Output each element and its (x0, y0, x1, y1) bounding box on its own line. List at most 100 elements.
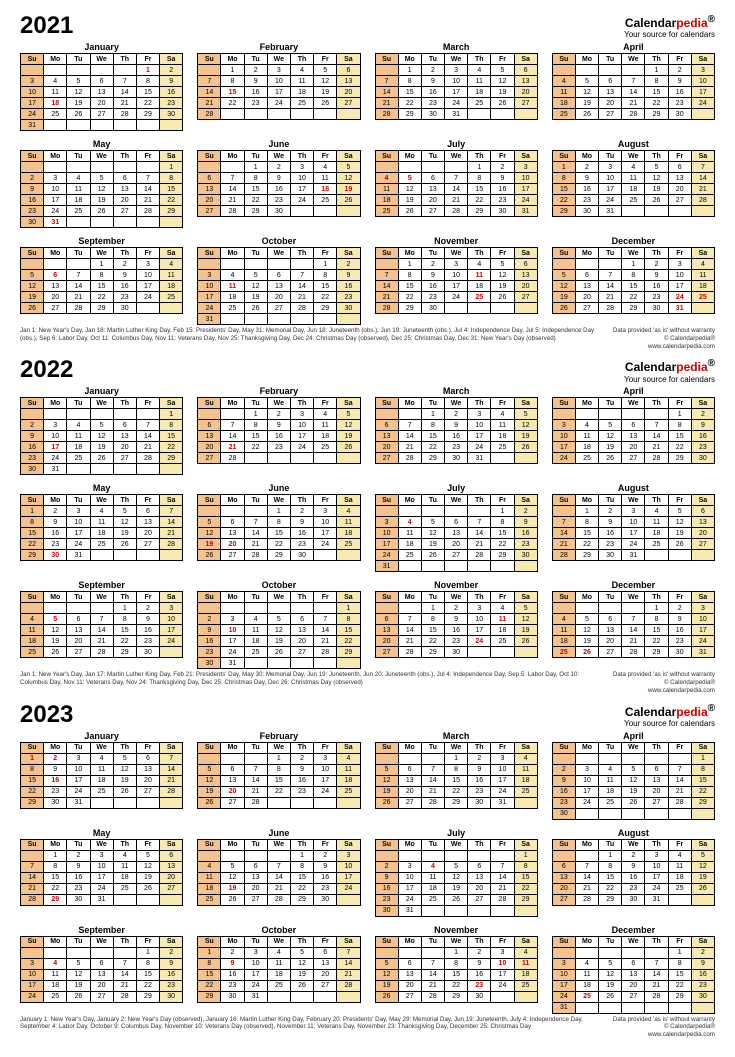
day-cell: 21 (491, 883, 514, 894)
day-cell: 1 (198, 947, 221, 958)
weekday-header: Mo (221, 248, 244, 259)
day-cell: 30 (668, 109, 691, 120)
day-cell: 29 (198, 991, 221, 1002)
empty-cell (90, 550, 113, 561)
day-cell: 16 (599, 528, 622, 539)
day-cell: 5 (21, 270, 44, 281)
empty-cell (622, 603, 645, 614)
empty-cell (552, 409, 575, 420)
day-cell: 16 (267, 184, 290, 195)
brand-tagline: Your source for calendars (624, 375, 715, 385)
day-cell: 15 (691, 775, 714, 786)
day-cell: 3 (67, 506, 90, 517)
day-cell: 24 (314, 786, 337, 797)
day-cell: 12 (375, 775, 398, 786)
day-cell: 10 (314, 517, 337, 528)
empty-cell (421, 905, 444, 916)
empty-cell (445, 850, 468, 861)
day-cell: 7 (575, 861, 598, 872)
day-cell: 13 (375, 431, 398, 442)
weekday-header: Fr (668, 151, 691, 162)
day-cell: 5 (375, 764, 398, 775)
day-cell: 11 (198, 872, 221, 883)
day-cell: 4 (398, 517, 421, 528)
day-cell: 13 (398, 775, 421, 786)
day-cell: 15 (445, 969, 468, 980)
day-cell: 27 (375, 453, 398, 464)
empty-cell (398, 561, 421, 572)
empty-cell (599, 947, 622, 958)
weekday-header: We (90, 495, 113, 506)
day-cell: 31 (645, 894, 668, 905)
day-cell: 24 (468, 636, 491, 647)
day-cell: 29 (314, 303, 337, 314)
day-cell: 24 (314, 539, 337, 550)
empty-cell (198, 65, 221, 76)
day-cell: 19 (21, 292, 44, 303)
day-cell: 2 (599, 506, 622, 517)
day-cell: 8 (398, 270, 421, 281)
day-cell: 8 (113, 614, 136, 625)
day-cell: 17 (375, 539, 398, 550)
day-cell: 13 (221, 528, 244, 539)
day-cell: 24 (552, 991, 575, 1002)
day-cell: 28 (136, 206, 159, 217)
month: JanuarySuMoTuWeThFrSa1234567891011121314… (20, 386, 183, 475)
day-cell: 6 (691, 506, 714, 517)
day-cell: 23 (267, 442, 290, 453)
day-cell: 1 (599, 850, 622, 861)
empty-cell (290, 991, 313, 1002)
day-cell: 6 (575, 270, 598, 281)
empty-cell (90, 947, 113, 958)
empty-cell (645, 1002, 668, 1013)
day-cell: 3 (290, 409, 313, 420)
day-cell: 20 (90, 98, 113, 109)
day-cell: 16 (44, 775, 67, 786)
day-cell: 28 (375, 109, 398, 120)
day-cell: 21 (160, 528, 183, 539)
day-cell: 26 (90, 206, 113, 217)
day-cell: 24 (691, 636, 714, 647)
empty-cell (375, 603, 398, 614)
day-cell: 22 (491, 539, 514, 550)
day-cell: 10 (445, 270, 468, 281)
empty-cell (136, 464, 159, 475)
day-cell: 10 (622, 517, 645, 528)
day-cell: 1 (468, 162, 491, 173)
empty-cell (622, 753, 645, 764)
day-cell: 24 (160, 636, 183, 647)
empty-cell (90, 464, 113, 475)
empty-cell (90, 797, 113, 808)
weekday-header: Mo (575, 495, 598, 506)
day-cell: 14 (468, 528, 491, 539)
day-cell: 1 (514, 850, 537, 861)
weekday-header: Th (113, 398, 136, 409)
weekday-header: Fr (314, 54, 337, 65)
empty-cell (645, 808, 668, 819)
month: AprilSuMoTuWeThFrSa123456789101112131415… (552, 731, 715, 820)
day-cell: 25 (221, 303, 244, 314)
day-cell: 16 (221, 969, 244, 980)
day-cell: 11 (552, 625, 575, 636)
day-cell: 20 (67, 636, 90, 647)
day-cell: 3 (375, 517, 398, 528)
day-cell: 28 (421, 797, 444, 808)
empty-cell (398, 506, 421, 517)
day-cell: 9 (645, 270, 668, 281)
day-cell: 1 (668, 409, 691, 420)
day-cell: 26 (514, 636, 537, 647)
day-cell: 29 (90, 303, 113, 314)
day-cell: 3 (160, 603, 183, 614)
day-cell: 30 (44, 797, 67, 808)
day-cell: 28 (622, 109, 645, 120)
day-cell: 5 (445, 861, 468, 872)
weekday-header: Tu (599, 592, 622, 603)
day-cell: 11 (337, 764, 360, 775)
day-cell: 21 (398, 636, 421, 647)
day-cell: 17 (290, 431, 313, 442)
empty-cell (491, 303, 514, 314)
day-cell: 18 (491, 431, 514, 442)
day-cell: 12 (290, 958, 313, 969)
day-cell: 29 (691, 797, 714, 808)
day-cell: 14 (221, 184, 244, 195)
